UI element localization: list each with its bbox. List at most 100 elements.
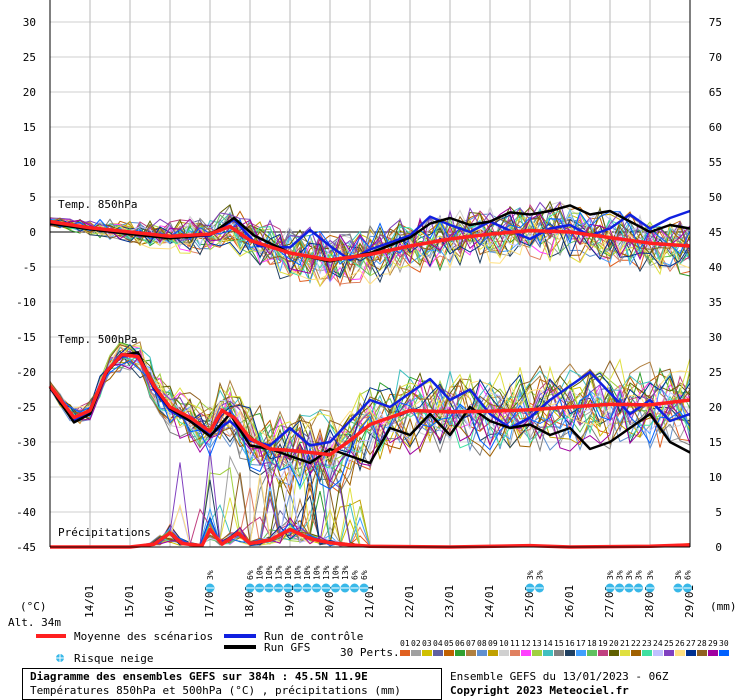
snow-risk-label: 3% — [526, 570, 535, 580]
pert-color-swatch — [543, 650, 553, 656]
pert-color-swatch — [521, 650, 531, 656]
pert-number: 09 — [488, 639, 498, 648]
pert-number: 21 — [620, 639, 630, 648]
right-tick-label: 25 — [709, 366, 722, 379]
snow-risk-label: 3% — [625, 570, 634, 580]
date-label: 28/01 — [643, 585, 656, 618]
pert-color-swatch — [510, 650, 520, 656]
date-label: 23/01 — [443, 585, 456, 618]
snow-risk-label: 3% — [616, 570, 625, 580]
pert-number: 10 — [499, 639, 509, 648]
pert-850-line — [49, 200, 691, 258]
date-label: 22/01 — [403, 585, 416, 618]
snow-risk-label: 6% — [684, 570, 693, 580]
left-tick-label: 15 — [23, 121, 36, 134]
pert-number: 25 — [664, 639, 674, 648]
label-t850: Temp. 850hPa — [58, 198, 137, 211]
snow-risk-label: 6% — [351, 570, 360, 580]
pert-850-line — [49, 216, 691, 288]
pert-500-line — [49, 344, 691, 465]
right-tick-label: 5 — [715, 506, 722, 519]
pert-color-swatch — [455, 650, 465, 656]
pert-color-swatch — [642, 650, 652, 656]
snow-risk: 3% 6% 10% 10% 13% 10% 10% 10% 10% 13% 10% 13% 6% 6% 3%… — [205, 565, 693, 593]
pert-color-swatch — [664, 650, 674, 656]
right-tick-label: 30 — [709, 331, 722, 344]
pert-color-swatch — [422, 650, 432, 656]
pert-color-swatch — [609, 650, 619, 656]
pert-number-row: 01 02 03 04 05 06 07 08 09 10 11 12 13 14 15 16 17 18 19 20… — [400, 639, 730, 659]
snow-risk-label: 10% — [265, 565, 274, 580]
pert-color-swatch — [598, 650, 608, 656]
snow-risk-label: 10% — [256, 565, 265, 580]
pert-color-swatch — [466, 650, 476, 656]
right-tick-label: 0 — [715, 541, 722, 554]
pert-number: 22 — [631, 639, 641, 648]
pert-color-swatch — [565, 650, 575, 656]
footer-run: Ensemble GEFS du 13/01/2023 - 06Z — [450, 670, 669, 683]
pert-number: 15 — [554, 639, 564, 648]
right-tick-label: 35 — [709, 296, 722, 309]
pert-color-swatch — [719, 650, 729, 656]
pert-500-line — [49, 358, 691, 483]
pert-number: 11 — [510, 639, 520, 648]
date-label: 29/01 — [683, 585, 696, 618]
snow-risk-label: 3% — [646, 570, 655, 580]
pert-color-swatch — [675, 650, 685, 656]
left-tick-label: 10 — [23, 156, 36, 169]
left-tick-label: -30 — [16, 436, 36, 449]
pert-color-swatch — [631, 650, 641, 656]
right-tick-label: 60 — [709, 121, 722, 134]
pert-color-swatch — [400, 650, 410, 656]
left-tick-label: -15 — [16, 331, 36, 344]
altitude: Alt. 34m — [8, 616, 61, 629]
left-tick-label: -45 — [16, 541, 36, 554]
label-precip: Précipitations — [58, 526, 151, 539]
pert-color-swatch — [620, 650, 630, 656]
pert-number: 18 — [587, 639, 597, 648]
pert-color-swatch — [554, 650, 564, 656]
pert-number: 16 — [565, 639, 575, 648]
pert-color-swatch — [433, 650, 443, 656]
date-label: 20/01 — [323, 585, 336, 618]
pert-number: 24 — [653, 639, 663, 648]
pert-850-line — [49, 203, 691, 273]
date-label: 15/01 — [123, 585, 136, 618]
pert-number: 14 — [543, 639, 553, 648]
right-tick-label: 45 — [709, 226, 722, 239]
date-label: 18/01 — [243, 585, 256, 618]
label-t500: Temp. 500hPa — [58, 333, 137, 346]
date-label: 21/01 — [363, 585, 376, 618]
right-tick-label: 55 — [709, 156, 722, 169]
pert-number: 01 — [400, 639, 410, 648]
left-tick-label: -35 — [16, 471, 36, 484]
pert-number: 12 — [521, 639, 531, 648]
legend-gfs: Run GFS — [264, 641, 311, 654]
pert-number: 29 — [708, 639, 718, 648]
pert-number: 02 — [411, 639, 421, 648]
snow-risk-label: 10% — [294, 565, 303, 580]
pert-number: 26 — [675, 639, 685, 648]
right-tick-label: 75 — [709, 16, 722, 29]
date-label: 16/01 — [163, 585, 176, 618]
pert-color-swatch — [576, 650, 586, 656]
snow-risk-label: 3% — [606, 570, 615, 580]
snow-risk-label: 13% — [341, 565, 350, 580]
snow-risk-label: 10% — [313, 565, 322, 580]
pert-number: 07 — [466, 639, 476, 648]
left-tick-label: 5 — [29, 191, 36, 204]
legend-perts: 30 Perts. — [340, 646, 400, 659]
right-tick-label: 65 — [709, 86, 722, 99]
pert-color-swatch — [477, 650, 487, 656]
left-tick-label: 30 — [23, 16, 36, 29]
pert-500-line — [49, 343, 691, 464]
mean-850-line — [49, 219, 691, 262]
right-tick-label: 40 — [709, 261, 722, 274]
pert-color-swatch — [532, 650, 542, 656]
main-lines — [48, 204, 691, 549]
snow-risk-label: 3% — [206, 570, 215, 580]
left-unit: (°C) — [20, 600, 47, 613]
left-tick-label: -40 — [16, 506, 36, 519]
pert-500-line — [49, 361, 691, 493]
